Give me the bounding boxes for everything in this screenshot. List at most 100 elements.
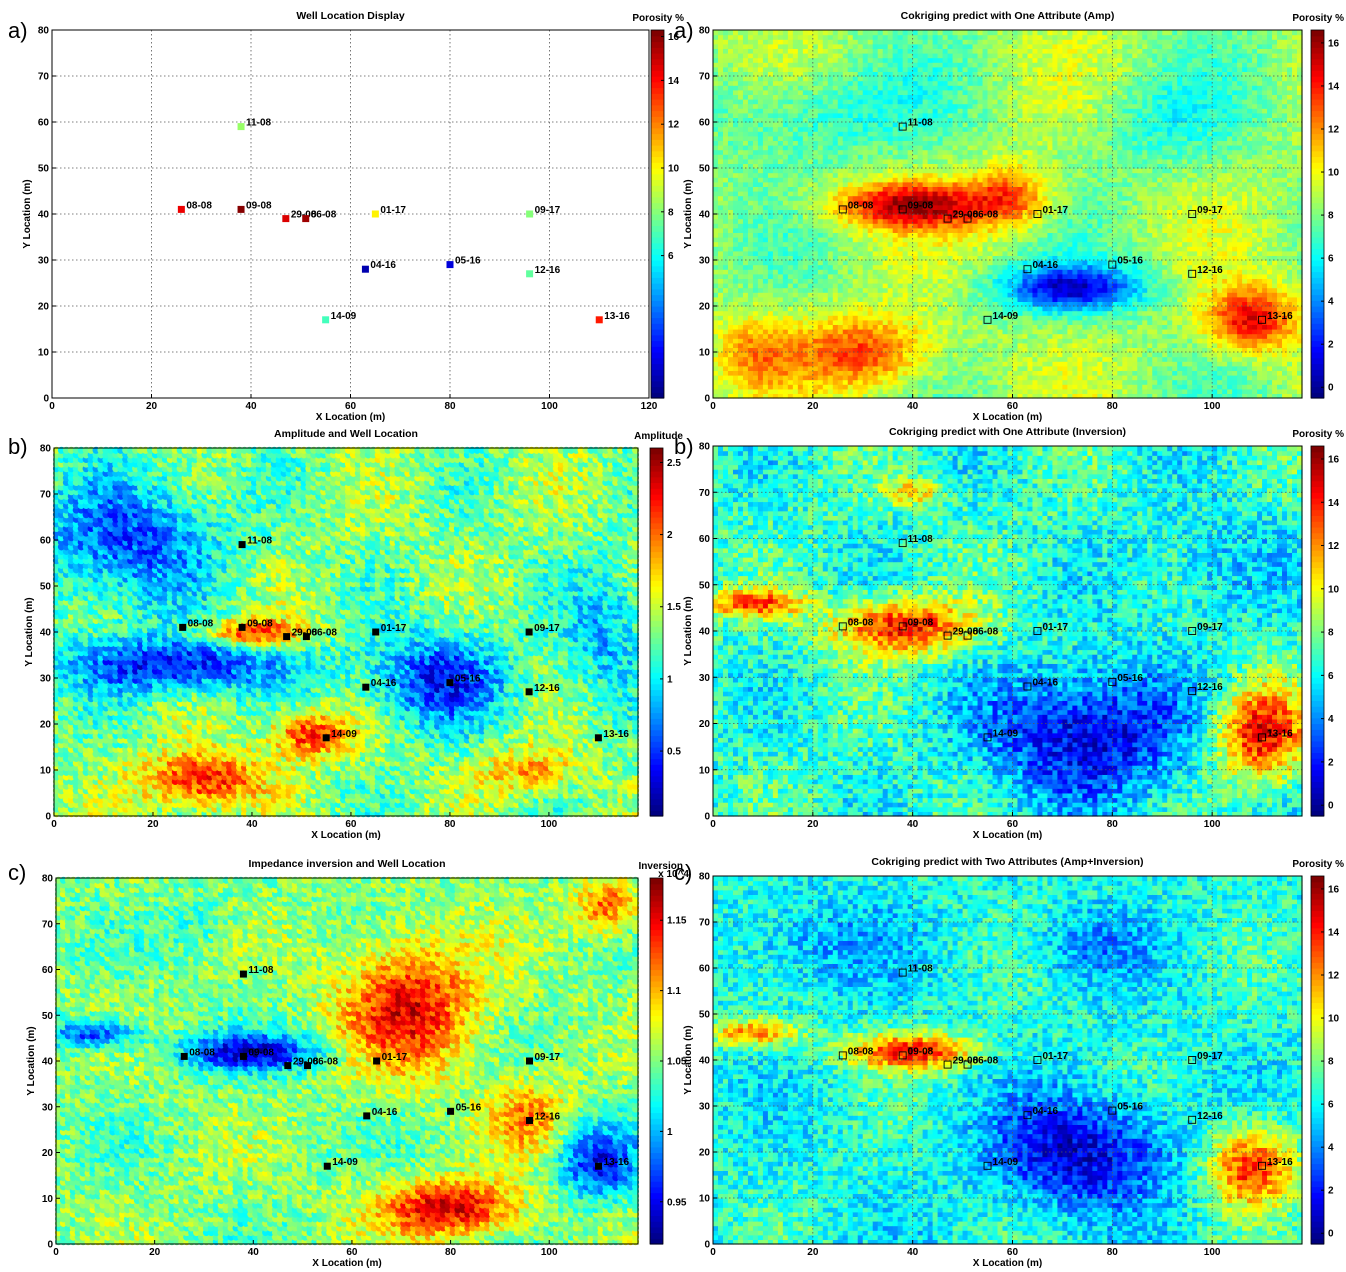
heatmap-cell <box>867 209 874 215</box>
heatmap-cell <box>757 333 764 339</box>
heatmap-cell <box>897 338 904 344</box>
heatmap-cell <box>787 306 794 312</box>
heatmap-cell <box>967 53 974 59</box>
heatmap-cell <box>792 214 799 220</box>
heatmap-cell <box>892 80 899 86</box>
heatmap-cell <box>977 89 984 95</box>
heatmap-cell <box>1012 388 1019 394</box>
heatmap-cell <box>827 200 834 206</box>
heatmap-cell <box>927 62 934 68</box>
heatmap-cell <box>912 66 919 72</box>
heatmap-cell <box>822 264 829 270</box>
heatmap-cell <box>892 43 899 49</box>
heatmap-cell <box>742 195 749 201</box>
heatmap-cell <box>892 388 899 394</box>
heatmap-cell <box>952 103 959 109</box>
heatmap-cell <box>927 204 934 210</box>
heatmap-cell <box>742 112 749 118</box>
heatmap-cell <box>822 218 829 224</box>
heatmap-cell <box>867 186 874 192</box>
heatmap-cell <box>762 140 769 146</box>
heatmap-cell <box>862 273 869 279</box>
heatmap-cell <box>912 255 919 261</box>
heatmap-cell <box>842 306 849 312</box>
heatmap-cell <box>902 126 909 132</box>
heatmap-cell <box>967 269 974 275</box>
heatmap-cell <box>737 278 744 284</box>
heatmap-cell <box>917 158 924 164</box>
heatmap-cell <box>992 195 999 201</box>
heatmap-cell <box>902 204 909 210</box>
heatmap-cell <box>917 108 924 114</box>
heatmap-cell <box>762 310 769 316</box>
heatmap-cell <box>982 48 989 54</box>
well-markers: 11-0808-0809-0829-0806-0801-1709-1704-16… <box>177 118 630 324</box>
heatmap-cell <box>737 200 744 206</box>
heatmap-cell <box>917 103 924 109</box>
heatmap-cell <box>942 338 949 344</box>
heatmap-cell <box>807 195 814 201</box>
heatmap-cell <box>1002 361 1009 367</box>
heatmap-cell <box>932 273 939 279</box>
heatmap-cell <box>852 122 859 128</box>
heatmap-cell <box>902 89 909 95</box>
heatmap-cell <box>867 195 874 201</box>
heatmap-cell <box>902 209 909 215</box>
colorbar-step <box>651 260 664 267</box>
heatmap-cell <box>827 287 834 293</box>
heatmap-cell <box>737 131 744 137</box>
heatmap-cell <box>722 43 729 49</box>
heatmap-cell <box>842 168 849 174</box>
heatmap-cell <box>782 200 789 206</box>
heatmap-cell <box>717 186 724 192</box>
heatmap-cell <box>942 89 949 95</box>
heatmap-cell <box>737 62 744 68</box>
heatmap-cell <box>742 80 749 86</box>
heatmap-cell <box>867 80 874 86</box>
heatmap-cell <box>787 333 794 339</box>
heatmap-cell <box>762 315 769 321</box>
heatmap-cell <box>987 273 994 279</box>
heatmap-cell <box>772 214 779 220</box>
heatmap-cell <box>827 149 834 155</box>
heatmap-cell <box>962 53 969 59</box>
heatmap-cell <box>922 273 929 279</box>
heatmap-cell <box>987 117 994 123</box>
heatmap-cell <box>727 223 734 229</box>
heatmap-cell <box>887 283 894 289</box>
heatmap-cell <box>822 43 829 49</box>
heatmap-cell <box>942 34 949 40</box>
heatmap-cell <box>767 393 774 399</box>
heatmap-cell <box>992 126 999 132</box>
heatmap-cell <box>837 94 844 100</box>
heatmap-cell <box>927 135 934 141</box>
heatmap-cell <box>807 168 814 174</box>
heatmap-cell <box>842 329 849 335</box>
heatmap-cell <box>812 342 819 348</box>
heatmap-cell <box>762 301 769 307</box>
heatmap-cell <box>887 319 894 325</box>
heatmap-cell <box>957 34 964 40</box>
heatmap-cell <box>722 168 729 174</box>
heatmap-cell <box>902 62 909 68</box>
heatmap-cell <box>942 48 949 54</box>
heatmap-cell <box>737 135 744 141</box>
heatmap-cell <box>747 227 754 233</box>
heatmap-cell <box>892 301 899 307</box>
heatmap-cell <box>722 223 729 229</box>
heatmap-cell <box>927 154 934 160</box>
heatmap-cell <box>837 214 844 220</box>
heatmap-cell <box>957 85 964 91</box>
heatmap-cell <box>967 126 974 132</box>
heatmap-cell <box>872 57 879 63</box>
heatmap-cell <box>1002 168 1009 174</box>
heatmap-cell <box>717 223 724 229</box>
heatmap-cell <box>892 131 899 137</box>
heatmap-cell <box>882 232 889 238</box>
heatmap-cell <box>982 237 989 243</box>
heatmap-cell <box>962 214 969 220</box>
heatmap-cell <box>937 338 944 344</box>
heatmap-cell <box>937 237 944 243</box>
heatmap-cell <box>987 145 994 151</box>
heatmap-cell <box>917 241 924 247</box>
